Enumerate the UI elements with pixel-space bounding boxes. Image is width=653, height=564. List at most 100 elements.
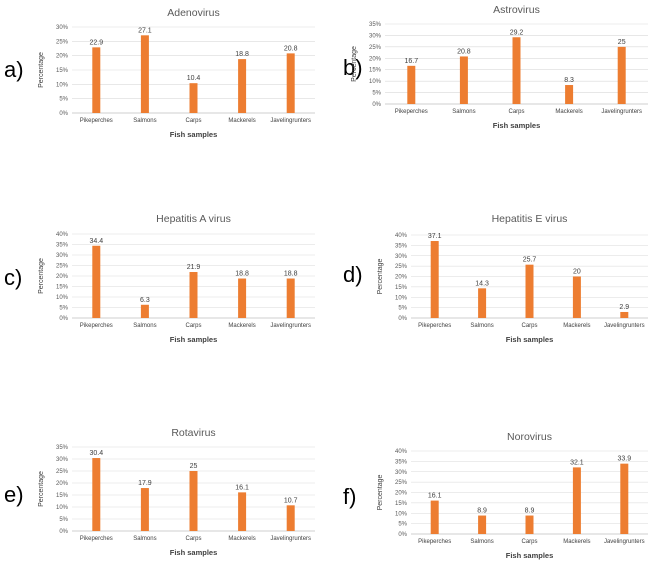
data-label: 17.9 xyxy=(138,480,152,487)
bar xyxy=(525,515,534,534)
y-tick-label: 15% xyxy=(395,285,408,291)
y-tick-label: 15% xyxy=(395,501,408,507)
bar xyxy=(572,467,581,534)
data-label: 8.3 xyxy=(564,77,574,84)
x-tick-label: Salmons xyxy=(452,109,475,115)
x-tick-label: Javelingrunters xyxy=(270,536,311,542)
x-tick-label: Mackerels xyxy=(555,109,582,115)
y-tick-label: 25% xyxy=(395,264,408,270)
panel-letter: d) xyxy=(343,262,363,287)
data-label: 10.4 xyxy=(187,75,201,82)
panel-letter: b) xyxy=(343,55,363,80)
panel-letter: c) xyxy=(4,265,22,290)
y-tick-label: 25% xyxy=(56,264,69,270)
bar xyxy=(525,264,534,318)
bar xyxy=(512,37,521,104)
chart-title: Hepatitis E virus xyxy=(492,213,568,225)
chart-title: Hepatitis A virus xyxy=(156,213,231,225)
y-tick-label: 35% xyxy=(395,459,408,465)
y-tick-label: 25% xyxy=(369,45,382,51)
bar xyxy=(92,458,101,531)
y-tick-label: 0% xyxy=(372,102,381,108)
y-tick-label: 15% xyxy=(56,493,69,499)
data-label: 22.9 xyxy=(89,39,103,46)
data-label: 2.9 xyxy=(619,304,629,311)
x-axis-title: Fish samples xyxy=(170,548,218,557)
y-tick-label: 10% xyxy=(56,295,69,301)
data-label: 20.8 xyxy=(284,45,298,52)
data-label: 16.7 xyxy=(404,58,418,65)
x-tick-label: Carps xyxy=(185,323,201,329)
bar xyxy=(286,53,295,113)
data-label: 18.8 xyxy=(235,51,249,58)
y-tick-label: 35% xyxy=(395,243,408,249)
chart-panel-3: c) Hepatitis A virus 0% 5% 10% 15% 20% 25% 30% 35… xyxy=(4,213,315,344)
x-axis-title: Fish samples xyxy=(493,121,541,130)
bar xyxy=(189,272,198,318)
bar xyxy=(565,85,574,104)
x-tick-label: Mackerels xyxy=(228,118,255,124)
data-label: 27.1 xyxy=(138,27,152,34)
y-tick-label: 0% xyxy=(59,111,68,117)
y-tick-label: 5% xyxy=(59,306,68,312)
bar xyxy=(238,278,247,318)
bar xyxy=(407,65,416,104)
x-tick-label: Carps xyxy=(521,539,537,545)
y-tick-label: 10% xyxy=(369,79,382,85)
y-axis-title: Percentage xyxy=(377,258,384,294)
y-tick-label: 35% xyxy=(369,22,382,28)
data-label: 14.3 xyxy=(475,280,489,287)
y-tick-label: 25% xyxy=(395,480,408,486)
y-tick-label: 25% xyxy=(56,39,69,45)
chart-panel-6: f) Norovirus 0% 5% 10% 15% 20% 25% 30% 35% 40% 16.1… xyxy=(343,431,648,560)
bar xyxy=(238,492,247,531)
y-axis-title: Percentage xyxy=(38,258,45,294)
data-label: 20.8 xyxy=(457,48,471,55)
chart-title: Rotavirus xyxy=(171,427,215,439)
data-label: 21.9 xyxy=(187,264,201,271)
y-tick-label: 0% xyxy=(59,316,68,322)
x-tick-label: Mackerels xyxy=(228,323,255,329)
bar xyxy=(459,56,468,104)
chart-panel-4: d) Hepatitis E virus 0% 5% 10% 15% 20% 25% 30% 35… xyxy=(343,213,648,344)
chart-panel-2: b) Astrovirus 0% 5% 10% 15% 20% 25% 30% 35% 16.7 Pi… xyxy=(343,4,648,130)
y-tick-label: 30% xyxy=(56,253,69,259)
y-tick-label: 40% xyxy=(395,449,408,455)
y-tick-label: 30% xyxy=(395,254,408,260)
bar xyxy=(478,515,487,534)
y-tick-label: 10% xyxy=(56,505,69,511)
panel-letter: a) xyxy=(4,57,24,82)
x-tick-label: Carps xyxy=(508,109,524,115)
bar xyxy=(140,488,149,531)
bar xyxy=(572,276,581,318)
chart-title: Norovirus xyxy=(507,431,552,443)
x-tick-label: Salmons xyxy=(133,118,156,124)
x-tick-label: Pikeperches xyxy=(418,539,451,545)
data-label: 20 xyxy=(573,269,581,276)
bar xyxy=(617,46,626,104)
y-axis-title: Percentage xyxy=(377,474,384,510)
x-tick-label: Pikeperches xyxy=(418,323,451,329)
x-tick-label: Javelingrunters xyxy=(601,109,642,115)
y-tick-label: 10% xyxy=(395,295,408,301)
x-tick-label: Javelingrunters xyxy=(604,539,645,545)
y-tick-label: 40% xyxy=(56,232,69,238)
y-tick-label: 15% xyxy=(56,68,69,74)
bar xyxy=(430,241,439,318)
y-tick-label: 30% xyxy=(56,457,69,463)
data-label: 25.7 xyxy=(523,257,537,264)
data-label: 32.1 xyxy=(570,459,584,466)
x-tick-label: Carps xyxy=(185,536,201,542)
data-label: 25 xyxy=(618,39,626,46)
bar xyxy=(620,311,629,318)
bar xyxy=(238,59,247,113)
x-tick-label: Salmons xyxy=(133,536,156,542)
chart-title: Adenovirus xyxy=(167,7,220,19)
y-tick-label: 5% xyxy=(398,306,407,312)
data-label: 29.2 xyxy=(510,29,524,36)
data-label: 37.1 xyxy=(428,233,442,240)
bar xyxy=(478,288,487,318)
x-tick-label: Carps xyxy=(185,118,201,124)
x-tick-label: Javelingrunters xyxy=(604,323,645,329)
